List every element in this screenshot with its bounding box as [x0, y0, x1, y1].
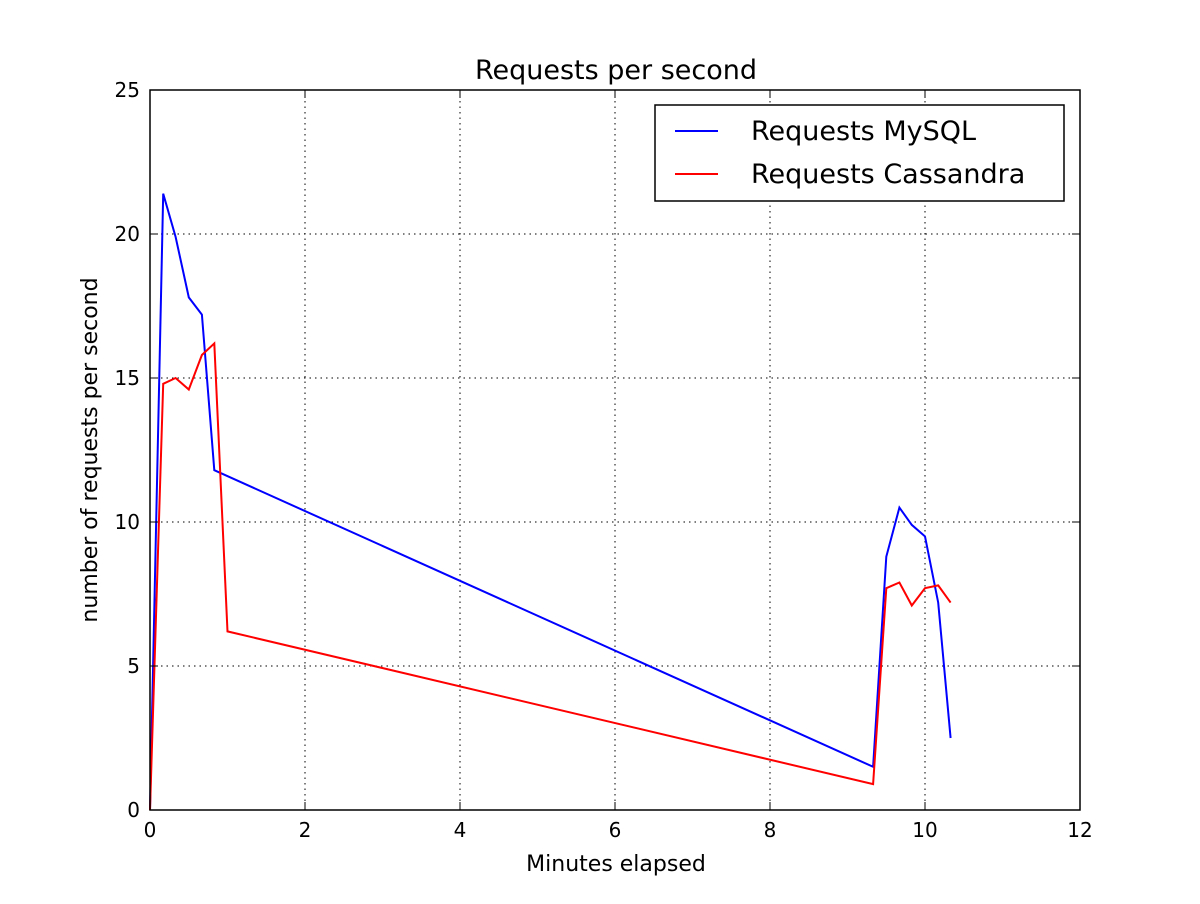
x-tick-label: 4: [454, 818, 467, 842]
y-tick-label: 20: [115, 222, 140, 246]
x-tick-label: 12: [1067, 818, 1092, 842]
tick-labels: 0 2 4 6 8 10 12 0 5 10 15 20 25: [115, 78, 1093, 842]
series-line-requests-cassandra: [149, 341, 952, 811]
grid: [150, 90, 1080, 810]
y-tick-label: 5: [127, 654, 140, 678]
x-tick-label: 6: [609, 818, 622, 842]
series-line-requests-mysql: [149, 193, 952, 811]
axis-ticks: [149, 89, 1081, 811]
legend-label-mysql: Requests MySQL: [751, 116, 976, 147]
y-tick-label: 0: [127, 798, 140, 822]
x-axis-title: Minutes elapsed: [526, 852, 706, 877]
x-tick-label: 8: [764, 818, 777, 842]
y-tick-label: 25: [115, 78, 140, 102]
x-tick-label: 0: [144, 818, 157, 842]
y-axis-title: number of requests per second: [78, 277, 103, 622]
legend-box: [654, 104, 1065, 202]
chart-title: Requests per second: [475, 55, 757, 86]
legend: Requests MySQL Requests Cassandra: [654, 104, 1065, 202]
x-tick-label: 2: [299, 818, 312, 842]
series-lines: [149, 193, 952, 811]
y-tick-label: 10: [115, 510, 140, 534]
y-tick-label: 15: [115, 366, 140, 390]
x-tick-label: 10: [912, 818, 937, 842]
legend-label-cassandra: Requests Cassandra: [751, 159, 1025, 190]
